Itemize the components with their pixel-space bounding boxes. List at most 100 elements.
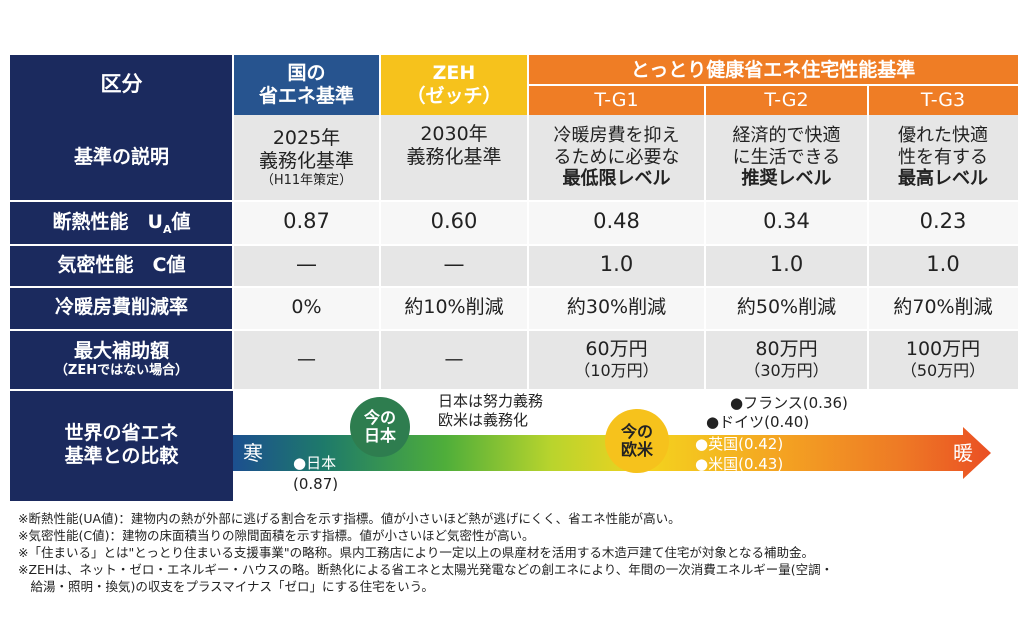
grid-line bbox=[527, 55, 529, 389]
cell-description-tg1: 冷暖房費を抑え るために必要な 最低限レベル bbox=[528, 115, 705, 200]
france-point: ●フランス(0.36) bbox=[730, 394, 848, 412]
insulation-value: 0.87 bbox=[283, 209, 330, 234]
japan-value: (0.87) bbox=[293, 475, 339, 493]
row-label-description-text: 基準の説明 bbox=[73, 146, 169, 169]
header-tg1: T-G1 bbox=[528, 85, 705, 115]
cell-subsidy-national: — bbox=[233, 329, 380, 389]
desc-tg3-line2: 性を有する bbox=[898, 146, 988, 168]
cell-airtight-tg1: 1.0 bbox=[528, 244, 705, 286]
reduction-value: 約10%削減 bbox=[404, 296, 504, 319]
desc-tg1-line3: 最低限レベル bbox=[562, 168, 671, 190]
grid-line bbox=[10, 200, 1018, 202]
reduction-value: 0% bbox=[291, 296, 322, 319]
desc-tg3-line3: 最高レベル bbox=[898, 168, 988, 190]
cell-insulation-tg1: 0.48 bbox=[528, 200, 705, 244]
header-tottori-standard: とっとり健康省エネ住宅性能基準 bbox=[528, 55, 1018, 85]
grid-line bbox=[10, 286, 1018, 288]
now-japan-badge: 今の 日本 bbox=[350, 397, 410, 457]
cell-reduction-zeh: 約10%削減 bbox=[380, 286, 528, 329]
subsidy-label-line2: （ZEHではない場合） bbox=[54, 362, 189, 378]
grid-line bbox=[528, 84, 1018, 86]
desc-tg2-line3: 推奨レベル bbox=[741, 168, 832, 190]
cell-reduction-national: 0% bbox=[233, 286, 380, 329]
cell-subsidy-tg1: 60万円 （10万円） bbox=[528, 329, 705, 389]
now-west-line2: 欧米 bbox=[620, 440, 653, 459]
cell-reduction-tg2: 約50%削減 bbox=[705, 286, 868, 329]
now-japan-line1: 今の bbox=[363, 407, 396, 427]
cell-airtight-national: — bbox=[233, 244, 380, 286]
row-label-comparison: 世界の省エネ 基準との比較 bbox=[10, 389, 233, 501]
header-tg1-text: T-G1 bbox=[594, 88, 639, 111]
cell-airtight-tg3: 1.0 bbox=[868, 244, 1018, 286]
cell-subsidy-tg2: 80万円 （30万円） bbox=[705, 329, 868, 389]
row-label-reduction: 冷暖房費削減率 bbox=[10, 286, 233, 329]
grid-line bbox=[232, 55, 234, 389]
subsidy-value: 60万円 bbox=[585, 338, 648, 360]
header-tg3-text: T-G3 bbox=[920, 88, 966, 111]
grid-line bbox=[704, 85, 706, 389]
header-national-standard: 国の 省エネ基準 bbox=[233, 55, 380, 115]
insulation-value: 0.34 bbox=[763, 209, 810, 234]
cell-description-tg2: 経済的で快適 に生活できる 推奨レベル bbox=[705, 115, 868, 200]
obligation-note-line2: 欧米は義務化 bbox=[438, 411, 529, 429]
comparison-label-line2: 基準との比較 bbox=[64, 445, 179, 467]
cell-insulation-tg2: 0.34 bbox=[705, 200, 868, 244]
desc-tg3-line1: 優れた快適 bbox=[898, 125, 988, 147]
now-west-line1: 今の bbox=[620, 421, 653, 441]
footnotes: ※断熱性能(UA値)：建物内の熱が外部に逃げる割合を示す指標。値が小さいほど熱が… bbox=[18, 510, 1008, 595]
cell-description-national: 2025年 義務化基準 （H11年策定） bbox=[233, 115, 380, 200]
now-japan-line2: 日本 bbox=[363, 426, 396, 445]
header-tg2: T-G2 bbox=[705, 85, 868, 115]
cell-insulation-national: 0.87 bbox=[233, 200, 380, 244]
airtight-value: 1.0 bbox=[769, 252, 804, 277]
footnote: ※ZEHは、ネット・ゼロ・エネルギー・ハウスの略。断熱化による省エネと太陽光発電… bbox=[18, 562, 834, 577]
insulation-label-tail: 値 bbox=[171, 210, 191, 233]
insulation-value: 0.48 bbox=[593, 209, 640, 234]
desc-tg2-line1: 経済的で快適 bbox=[732, 125, 841, 147]
grid-line bbox=[10, 329, 1018, 331]
footnote: ※気密性能(C値)：建物の床面積当りの隙間面積を示す指標。値が小さいほど気密性が… bbox=[18, 528, 535, 543]
warm-label: 暖 bbox=[953, 441, 973, 465]
desc-zeh-line2: 義務化基準 bbox=[406, 145, 502, 168]
cell-airtight-zeh: — bbox=[380, 244, 528, 286]
grid-line bbox=[379, 55, 381, 389]
reduction-value: 約70%削減 bbox=[893, 296, 993, 319]
cell-subsidy-zeh: — bbox=[380, 329, 528, 389]
row-label-subsidy: 最大補助額 （ZEHではない場合） bbox=[10, 329, 233, 389]
subsidy-value: — bbox=[444, 347, 464, 370]
cell-description-zeh: 2030年 義務化基準 bbox=[380, 115, 528, 200]
germany-point: ●ドイツ(0.40) bbox=[706, 413, 810, 431]
subsidy-label-line1: 最大補助額 bbox=[73, 339, 169, 362]
world-comparison-panel: 寒 暖 ●日本 (0.87) 今の 日本 日本は努力義務 欧米は義務化 今の 欧… bbox=[233, 389, 991, 501]
insulation-label-sub: A bbox=[162, 222, 172, 236]
insulation-value: 0.60 bbox=[430, 209, 478, 234]
cold-label: 寒 bbox=[243, 441, 263, 465]
header-category-text: 区分 bbox=[100, 72, 143, 97]
reduction-value: 約30%削減 bbox=[566, 296, 667, 319]
desc-tg2-line2: に生活できる bbox=[732, 146, 841, 168]
subsidy-subvalue: （10万円） bbox=[574, 360, 659, 380]
airtight-value: — bbox=[443, 252, 465, 277]
insulation-value: 0.23 bbox=[919, 209, 967, 234]
subsidy-subvalue: （50万円） bbox=[900, 360, 986, 380]
airtight-value: 1.0 bbox=[926, 252, 960, 277]
insulation-label-main: 断熱性能 U bbox=[52, 210, 163, 233]
us-point: ●米国(0.43) bbox=[695, 455, 784, 473]
header-tg2-text: T-G2 bbox=[764, 88, 809, 111]
desc-national-line1: 2025年 bbox=[272, 126, 341, 149]
header-zeh-line1: ZEH bbox=[432, 62, 476, 85]
footnote: ※断熱性能(UA値)：建物内の熱が外部に逃げる割合を示す指標。値が小さいほど熱が… bbox=[18, 511, 681, 526]
desc-zeh-line1: 2030年 bbox=[420, 123, 488, 145]
header-zeh: ZEH （ゼッチ） bbox=[380, 55, 528, 115]
subsidy-value: — bbox=[297, 347, 316, 370]
header-tg3: T-G3 bbox=[868, 85, 1018, 115]
cell-description-tg3: 優れた快適 性を有する 最高レベル bbox=[868, 115, 1018, 200]
cell-insulation-zeh: 0.60 bbox=[380, 200, 528, 244]
header-zeh-line2: （ゼッチ） bbox=[406, 85, 502, 107]
cell-insulation-tg3: 0.23 bbox=[868, 200, 1018, 244]
desc-tg1-line2: るために必要な bbox=[553, 146, 680, 168]
header-national-line1: 国の bbox=[287, 62, 326, 85]
header-category: 区分 bbox=[10, 55, 233, 115]
airtight-value: 1.0 bbox=[599, 252, 634, 277]
desc-national-line2: 義務化基準 bbox=[258, 149, 354, 172]
